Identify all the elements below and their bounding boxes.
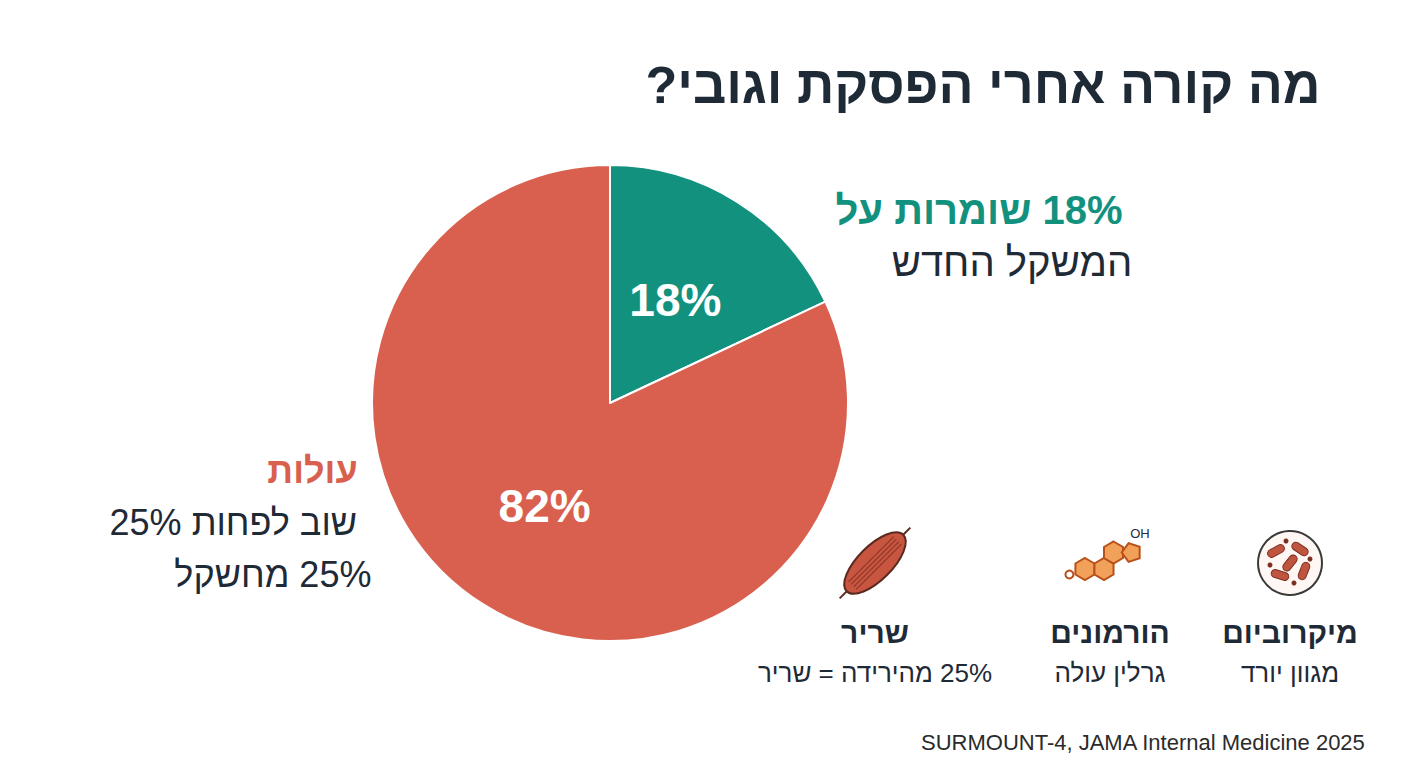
svg-text:שריר: שריר [841,616,909,649]
svg-text:עולות: עולות [267,450,357,491]
svg-text:שוב לפחות 25%: שוב לפחות 25% [110,502,357,543]
svg-text:82%: 82% [499,480,591,532]
svg-text:גרלין עולה: גרלין עולה [1054,658,1165,688]
svg-text:SURMOUNT-4, JAMA Internal Medi: SURMOUNT-4, JAMA Internal Medicine 2025 [921,730,1365,755]
svg-text:18%: 18% [629,274,721,326]
svg-text:מה קורה אחרי הפסקת וגובי?: מה קורה אחרי הפסקת וגובי? [645,56,1320,114]
svg-text:OH: OH [1130,526,1150,541]
svg-text:מגוון יורד: מגוון יורד [1241,658,1339,688]
svg-text:18% שומרות על: 18% שומרות על [835,188,1122,232]
svg-text:הורמונים: הורמונים [1050,616,1170,649]
svg-text:25% מחשקל: 25% מחשקל [174,554,371,595]
svg-text:מיקרוביום: מיקרוביום [1222,616,1358,649]
svg-text:25% מהירידה = שריר: 25% מהירידה = שריר [758,658,992,688]
svg-text:המשקל החדש: המשקל החדש [892,240,1133,284]
